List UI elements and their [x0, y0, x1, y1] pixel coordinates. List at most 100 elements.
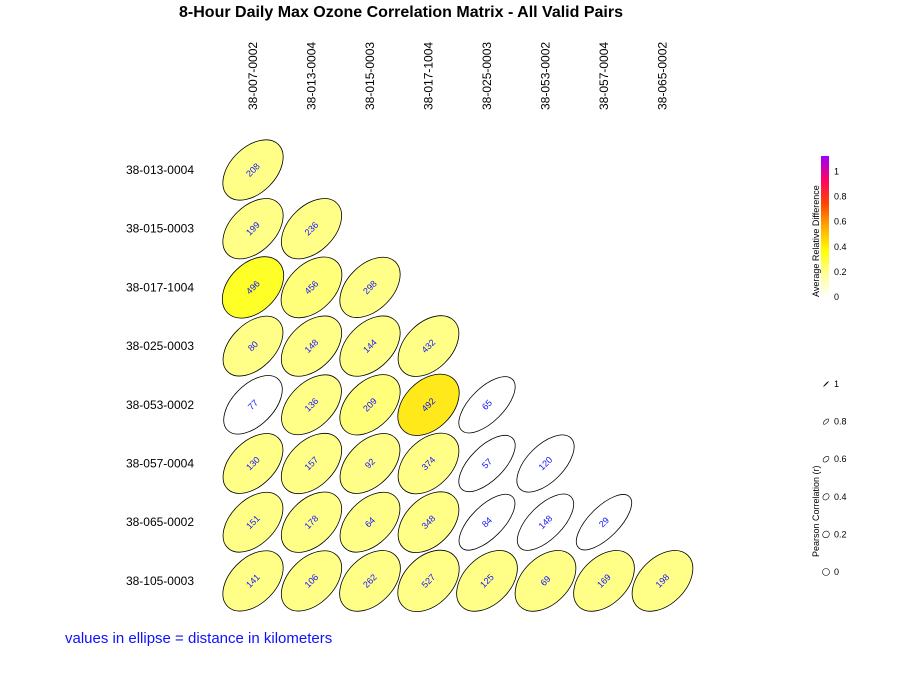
ellipse-mark [221, 256, 285, 319]
shape-legend: 0 0.2 0.4 0.6 0.8 1 Pearson Correlation (r) [811, 379, 847, 577]
ellipse-mark [516, 493, 575, 551]
shape-legend-tick: 0.2 [834, 529, 847, 539]
correlation-ellipse: 130 [222, 433, 284, 494]
correlation-ellipse: 65 [458, 376, 516, 434]
ellipse-mark [280, 315, 343, 377]
ellipse-mark [222, 198, 284, 260]
correlation-ellipse: 199 [222, 198, 284, 260]
color-scale-tick: 0.8 [834, 192, 847, 202]
color-scale-tick: 0.4 [834, 242, 847, 252]
column-label: 38-013-0004 [305, 42, 319, 110]
row-label: 38-065-0002 [126, 515, 194, 529]
ellipse-mark [339, 550, 401, 612]
column-label: 38-025-0003 [480, 42, 494, 110]
correlation-ellipse: 148 [516, 493, 575, 551]
ellipse-mark [456, 550, 518, 612]
color-scale-tick: 0.2 [834, 267, 847, 277]
color-legend-title: Average Relative Difference [811, 185, 821, 297]
shape-legend-title: Pearson Correlation (r) [811, 465, 821, 557]
correlation-ellipse: 432 [397, 315, 460, 377]
correlation-ellipse: 136 [281, 374, 342, 436]
shape-legend-tick: 0.8 [834, 417, 847, 427]
correlation-ellipse: 169 [573, 550, 635, 612]
correlation-ellipse: 125 [456, 550, 518, 612]
shape-legend-ellipse [822, 418, 830, 425]
row-label: 38-017-1004 [126, 280, 194, 294]
color-scale-tick: 1 [834, 167, 839, 177]
ellipse-mark [339, 374, 401, 436]
column-label: 38-007-0002 [246, 42, 260, 110]
shape-legend-ellipse [823, 381, 829, 387]
correlation-ellipse: 84 [458, 493, 516, 551]
ellipse-mark [458, 434, 516, 493]
ellipse-mark [222, 315, 284, 377]
ellipse-mark [516, 434, 575, 493]
shape-legend-ellipse [822, 493, 830, 501]
correlation-ellipse: 198 [631, 550, 694, 612]
column-label: 38-017-1004 [422, 42, 436, 110]
ellipse-mark [339, 491, 401, 553]
ellipse-mark [281, 374, 342, 436]
correlation-ellipse: 157 [280, 432, 343, 495]
correlation-ellipse: 496 [221, 256, 285, 319]
correlation-ellipse: 29 [575, 494, 633, 551]
ellipse-mark [397, 432, 460, 495]
shape-legend-ellipse [822, 455, 830, 463]
ellipse-mark [339, 315, 401, 377]
row-label: 38-053-0002 [126, 398, 194, 412]
shape-legend-ellipse [822, 568, 830, 576]
ellipse-mark [573, 550, 635, 612]
column-labels: 38-007-0002 38-013-0004 38-015-0003 38-017-… [246, 42, 670, 110]
color-legend: 0 0.2 0.4 0.6 0.8 1 Average Relative Differenc… [811, 156, 847, 302]
row-label: 38-013-0004 [126, 163, 194, 177]
ellipse-mark [280, 256, 343, 319]
correlation-ellipse: 141 [222, 550, 284, 612]
shape-legend-ellipse [822, 530, 830, 539]
correlation-ellipse: 236 [280, 198, 343, 260]
ellipse-mark [397, 373, 460, 436]
ellipse-mark [397, 315, 460, 377]
ellipse-mark [339, 433, 401, 494]
correlation-ellipse: 262 [339, 550, 401, 612]
correlation-ellipse: 80 [222, 315, 284, 377]
ellipse-mark [514, 550, 577, 612]
correlation-ellipse: 374 [397, 432, 460, 495]
correlation-ellipse: 492 [397, 373, 460, 436]
shape-legend-tick: 0.6 [834, 454, 847, 464]
ellipse-mark [222, 550, 284, 612]
column-label: 38-015-0003 [363, 42, 377, 110]
ellipse-mark [631, 550, 694, 612]
ellipse-mark [280, 491, 343, 553]
footnote: values in ellipse = distance in kilomete… [65, 630, 333, 647]
column-label: 38-053-0002 [539, 42, 553, 110]
column-label: 38-057-0004 [597, 42, 611, 110]
ellipse-mark [223, 375, 283, 435]
shape-legend-tick: 0.4 [834, 492, 847, 502]
ellipse-mark [222, 433, 284, 494]
ellipse-mark [280, 432, 343, 495]
row-labels: 38-013-0004 38-015-0003 38-017-1004 38-025-… [126, 163, 194, 588]
correlation-ellipse: 527 [397, 549, 460, 612]
ellipse-mark [339, 256, 401, 318]
correlation-ellipse: 57 [458, 434, 516, 493]
correlation-ellipse: 77 [223, 375, 283, 435]
correlation-ellipse: 209 [339, 374, 401, 436]
correlation-ellipse: 151 [222, 491, 284, 553]
correlation-ellipse: 148 [280, 315, 343, 377]
ellipse-mark [458, 376, 516, 434]
correlation-ellipse: 298 [339, 256, 401, 318]
row-label: 38-015-0003 [126, 222, 194, 236]
ellipse-mark [397, 491, 460, 553]
correlation-ellipse: 178 [280, 491, 343, 553]
ellipse-mark [575, 494, 633, 551]
chart-title: 8-Hour Daily Max Ozone Correlation Matri… [179, 4, 623, 21]
correlation-ellipse: 106 [280, 550, 343, 612]
row-label: 38-105-0003 [126, 574, 194, 588]
correlation-ellipse: 69 [514, 550, 577, 612]
color-scale-bar [821, 156, 829, 298]
shape-legend-tick: 1 [834, 379, 839, 389]
color-scale-tick: 0.6 [834, 217, 847, 227]
ellipse-mark [280, 550, 343, 612]
ellipse-mark [458, 493, 516, 551]
